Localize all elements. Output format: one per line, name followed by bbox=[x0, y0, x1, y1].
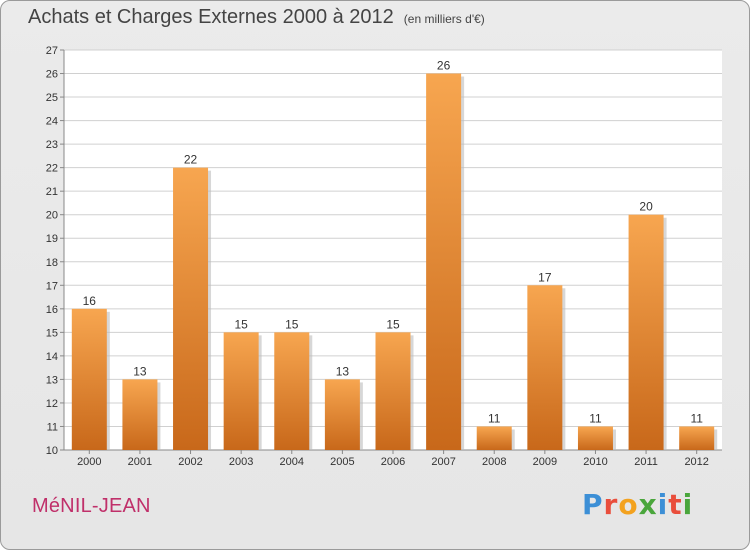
bar-value-label: 15 bbox=[285, 317, 299, 331]
y-tick-label: 20 bbox=[46, 210, 58, 222]
y-tick-label: 23 bbox=[46, 139, 58, 151]
x-tick-label: 2006 bbox=[381, 456, 405, 468]
bar-value-label: 15 bbox=[386, 317, 400, 331]
bar bbox=[122, 379, 158, 450]
x-tick-label: 2000 bbox=[77, 456, 101, 468]
x-tick-label: 2011 bbox=[634, 456, 658, 468]
bar-value-label: 11 bbox=[488, 411, 501, 425]
y-tick-label: 25 bbox=[46, 92, 58, 104]
bar bbox=[679, 426, 715, 450]
x-tick-label: 2004 bbox=[280, 456, 304, 468]
x-tick-label: 2012 bbox=[684, 456, 708, 468]
bar bbox=[173, 167, 209, 450]
y-tick-label: 11 bbox=[47, 421, 58, 433]
y-tick-label: 14 bbox=[46, 351, 58, 363]
bar bbox=[274, 332, 310, 450]
bar bbox=[71, 308, 107, 450]
x-tick-label: 2008 bbox=[482, 456, 506, 468]
x-tick-label: 2003 bbox=[229, 456, 253, 468]
proxiti-logo: Proxiti bbox=[582, 488, 694, 521]
bar bbox=[577, 426, 613, 450]
bar bbox=[527, 285, 563, 450]
bar-value-label: 15 bbox=[234, 317, 248, 331]
x-tick-label: 2002 bbox=[178, 456, 202, 468]
y-tick-label: 16 bbox=[46, 304, 58, 316]
commune-name: MéNIL-JEAN bbox=[32, 495, 151, 517]
bar-value-label: 20 bbox=[639, 200, 653, 214]
bar bbox=[223, 332, 259, 450]
bar-value-label: 11 bbox=[589, 411, 602, 425]
bar bbox=[426, 73, 462, 450]
y-tick-label: 26 bbox=[46, 69, 58, 81]
y-tick-label: 21 bbox=[46, 186, 58, 198]
bar-value-label: 13 bbox=[336, 364, 350, 378]
y-tick-label: 17 bbox=[46, 280, 58, 292]
y-tick-label: 12 bbox=[46, 398, 58, 410]
x-tick-label: 2009 bbox=[533, 456, 557, 468]
bar bbox=[628, 214, 664, 450]
x-tick-label: 2010 bbox=[583, 456, 607, 468]
y-tick-label: 24 bbox=[46, 116, 58, 128]
bar bbox=[324, 379, 360, 450]
x-tick-label: 2007 bbox=[431, 456, 455, 468]
y-tick-label: 18 bbox=[46, 257, 58, 269]
title-unit: (en milliers d'€) bbox=[403, 12, 485, 26]
y-tick-label: 15 bbox=[46, 327, 58, 339]
bar-value-label: 26 bbox=[437, 59, 451, 73]
y-tick-label: 27 bbox=[46, 45, 58, 57]
y-tick-label: 19 bbox=[46, 233, 58, 245]
bar-value-label: 13 bbox=[133, 364, 147, 378]
bar bbox=[375, 332, 411, 450]
bar-value-label: 16 bbox=[83, 294, 97, 308]
bar bbox=[476, 426, 512, 450]
y-tick-label: 10 bbox=[46, 445, 58, 457]
x-tick-label: 2005 bbox=[330, 456, 354, 468]
title-text: Achats et Charges Externes 2000 à 2012 bbox=[28, 6, 394, 28]
y-tick-label: 22 bbox=[46, 163, 58, 175]
x-tick-label: 2001 bbox=[128, 456, 152, 468]
y-tick-label: 13 bbox=[46, 374, 58, 386]
bar-value-label: 17 bbox=[538, 270, 552, 284]
bar-value-label: 22 bbox=[184, 153, 198, 167]
bar-value-label: 11 bbox=[690, 411, 703, 425]
chart-title: Achats et Charges Externes 2000 à 2012 (e… bbox=[28, 6, 485, 29]
